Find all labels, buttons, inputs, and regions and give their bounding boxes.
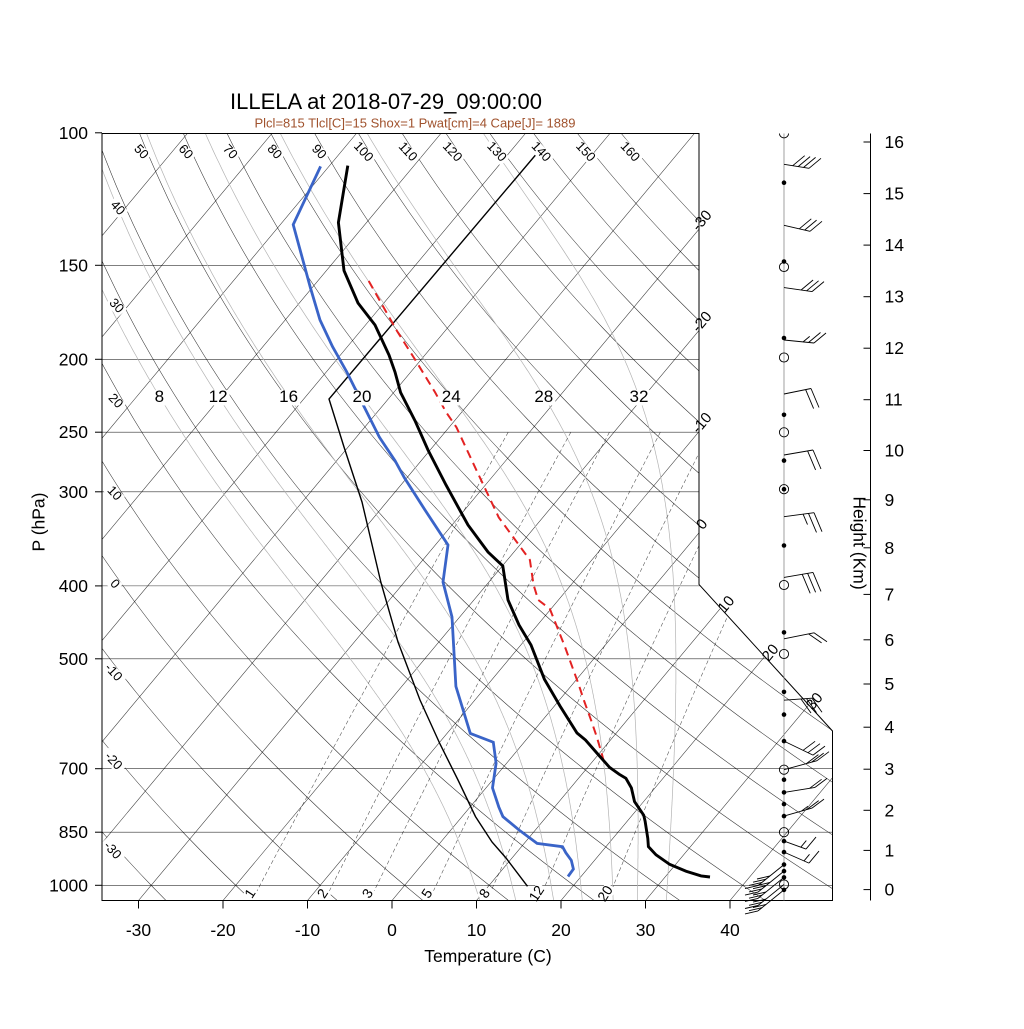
svg-text:200: 200 <box>59 349 88 369</box>
svg-text:8: 8 <box>885 538 895 558</box>
svg-text:100: 100 <box>59 123 88 143</box>
svg-text:6: 6 <box>885 630 895 650</box>
svg-text:10: 10 <box>467 920 487 940</box>
svg-text:16: 16 <box>885 132 904 152</box>
svg-text:3: 3 <box>885 759 895 779</box>
svg-text:0: 0 <box>885 880 895 900</box>
svg-text:Plcl=815 Tlcl[C]=15 Shox=1 Pwa: Plcl=815 Tlcl[C]=15 Shox=1 Pwat[cm]=4 Ca… <box>255 116 576 131</box>
svg-text:300: 300 <box>59 482 88 502</box>
svg-text:7: 7 <box>885 584 895 604</box>
svg-text:24: 24 <box>442 387 461 406</box>
svg-text:40: 40 <box>720 920 740 940</box>
svg-text:500: 500 <box>59 649 88 669</box>
svg-text:Temperature (C): Temperature (C) <box>424 946 551 966</box>
svg-text:8: 8 <box>155 387 164 406</box>
svg-text:12: 12 <box>209 387 228 406</box>
svg-text:250: 250 <box>59 422 88 442</box>
svg-text:400: 400 <box>59 576 88 596</box>
svg-text:30: 30 <box>636 920 656 940</box>
svg-text:12: 12 <box>885 338 904 358</box>
svg-text:-20: -20 <box>210 920 236 940</box>
svg-text:28: 28 <box>534 387 553 406</box>
svg-text:700: 700 <box>59 759 88 779</box>
svg-text:20: 20 <box>551 920 571 940</box>
svg-text:10: 10 <box>885 441 905 461</box>
svg-text:150: 150 <box>59 255 88 275</box>
svg-text:4: 4 <box>885 717 895 737</box>
svg-text:5: 5 <box>885 674 895 694</box>
svg-text:32: 32 <box>630 387 649 406</box>
svg-text:13: 13 <box>885 287 904 307</box>
svg-text:16: 16 <box>279 387 298 406</box>
svg-text:ILLELA at 2018-07-29_09:00:00: ILLELA at 2018-07-29_09:00:00 <box>230 89 542 114</box>
svg-text:9: 9 <box>885 490 895 510</box>
svg-text:1000: 1000 <box>49 875 88 895</box>
svg-text:11: 11 <box>885 390 903 410</box>
svg-text:20: 20 <box>353 387 372 406</box>
svg-text:1: 1 <box>885 840 895 860</box>
svg-text:850: 850 <box>59 822 88 842</box>
svg-text:15: 15 <box>885 184 904 204</box>
svg-text:0: 0 <box>387 920 397 940</box>
svg-text:14: 14 <box>885 235 905 255</box>
svg-text:P (hPa): P (hPa) <box>29 492 49 551</box>
svg-text:-10: -10 <box>295 920 321 940</box>
svg-text:-30: -30 <box>126 920 152 940</box>
svg-text:Height (Km): Height (Km) <box>850 496 870 589</box>
svg-text:2: 2 <box>885 800 895 820</box>
